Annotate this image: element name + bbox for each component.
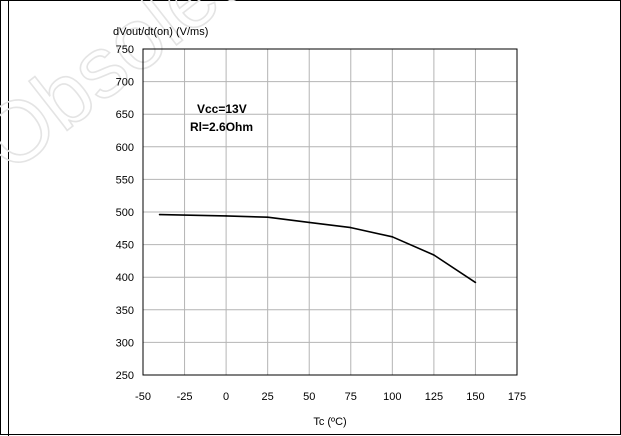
y-tick-label: 450 bbox=[116, 240, 134, 252]
y-tick-label: 650 bbox=[116, 109, 134, 121]
y-axis-ticks: 750 700 650 600 550 500 450 400 350 300 250 bbox=[116, 44, 134, 382]
figure-top-border bbox=[0, 0, 621, 1]
series-line bbox=[159, 213, 476, 284]
series-point bbox=[349, 226, 352, 229]
x-tick-label: 125 bbox=[425, 391, 443, 403]
x-tick-label: 50 bbox=[303, 391, 315, 403]
x-tick-label: 150 bbox=[466, 391, 484, 403]
y-tick-label: 750 bbox=[116, 44, 134, 56]
series-point bbox=[391, 235, 394, 238]
y-tick-label: 350 bbox=[116, 305, 134, 317]
y-tick-label: 550 bbox=[116, 174, 134, 186]
y-tick-label: 250 bbox=[116, 370, 134, 382]
series-point bbox=[266, 216, 269, 219]
series-group bbox=[158, 213, 477, 284]
x-axis-label: Tc (ºC) bbox=[313, 416, 346, 428]
grid bbox=[142, 48, 518, 376]
chart-title: dVout/dt(on) (V/ms) bbox=[113, 26, 208, 38]
y-tick-label: 600 bbox=[116, 142, 134, 154]
x-tick-label: -50 bbox=[135, 391, 151, 403]
x-axis-ticks: -50 -25 0 25 50 75 100 125 150 175 bbox=[135, 391, 526, 403]
annotation-vcc: Vcc=13V bbox=[197, 102, 247, 116]
plot-area bbox=[142, 48, 518, 376]
y-tick-label: 300 bbox=[116, 337, 134, 349]
x-tick-label: -25 bbox=[177, 391, 193, 403]
y-tick-label: 700 bbox=[116, 77, 134, 89]
x-tick-label: 175 bbox=[508, 391, 526, 403]
figure-left-rule bbox=[8, 0, 9, 436]
series-point bbox=[158, 213, 161, 216]
annotation-rl: Rl=2.6Ohm bbox=[190, 120, 253, 134]
x-tick-label: 75 bbox=[345, 391, 357, 403]
series-point bbox=[225, 215, 227, 217]
series-point bbox=[474, 281, 477, 284]
x-tick-label: 100 bbox=[383, 391, 401, 403]
series-point bbox=[433, 254, 435, 256]
x-tick-label: 0 bbox=[223, 391, 229, 403]
y-tick-label: 500 bbox=[116, 207, 134, 219]
y-tick-label: 400 bbox=[116, 272, 134, 284]
x-tick-label: 25 bbox=[262, 391, 274, 403]
series-point bbox=[308, 221, 311, 224]
